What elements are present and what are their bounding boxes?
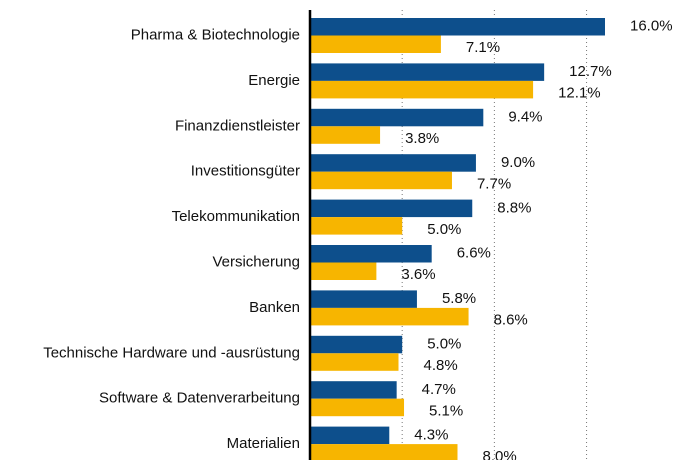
value-label: 4.7% (422, 381, 456, 398)
bar (310, 353, 399, 371)
category-label: Pharma & Biotechnologie (131, 26, 300, 43)
value-label: 3.6% (401, 266, 435, 283)
value-label: 5.1% (429, 402, 463, 419)
bar (310, 126, 381, 144)
value-label: 16.0% (630, 18, 673, 35)
bar (310, 290, 417, 308)
bar (310, 262, 377, 280)
category-label: Investitionsgüter (191, 163, 300, 180)
value-label: 4.8% (424, 357, 458, 374)
value-label: 8.0% (483, 448, 517, 460)
bar (310, 154, 476, 172)
bar (310, 381, 397, 399)
value-label: 9.0% (501, 154, 535, 171)
value-label: 5.8% (442, 290, 476, 307)
bar (310, 35, 441, 53)
bar (310, 245, 432, 263)
bar (310, 199, 473, 218)
value-label: 12.1% (558, 85, 601, 102)
value-label: 9.4% (508, 109, 542, 126)
bar (310, 171, 452, 190)
category-label: Telekommunikation (172, 208, 300, 225)
value-label: 3.8% (405, 130, 439, 147)
category-label: Finanzdienstleister (175, 117, 300, 134)
category-label: Technische Hardware und -ausrüstung (43, 344, 300, 361)
bar (310, 426, 390, 445)
value-label: 7.7% (477, 175, 511, 192)
bar (310, 398, 405, 417)
bar (310, 444, 458, 460)
category-label: Energie (248, 72, 300, 89)
category-label: Materialien (227, 435, 300, 452)
value-label: 7.1% (466, 39, 500, 56)
value-label: 6.6% (457, 245, 491, 262)
bar (310, 335, 403, 354)
bar (310, 80, 534, 99)
bar (310, 108, 484, 127)
category-label: Banken (249, 299, 300, 316)
value-label: 8.6% (494, 312, 528, 329)
bar (310, 307, 469, 326)
category-label: Versicherung (212, 253, 300, 270)
bar (310, 18, 605, 36)
value-label: 12.7% (569, 63, 612, 80)
category-label: Software & Datenverarbeitung (99, 390, 300, 407)
bar (310, 63, 545, 81)
value-label: 5.0% (427, 336, 461, 353)
bar (310, 217, 403, 235)
value-label: 5.0% (427, 221, 461, 238)
value-label: 4.3% (414, 426, 448, 443)
value-label: 8.8% (497, 199, 531, 216)
